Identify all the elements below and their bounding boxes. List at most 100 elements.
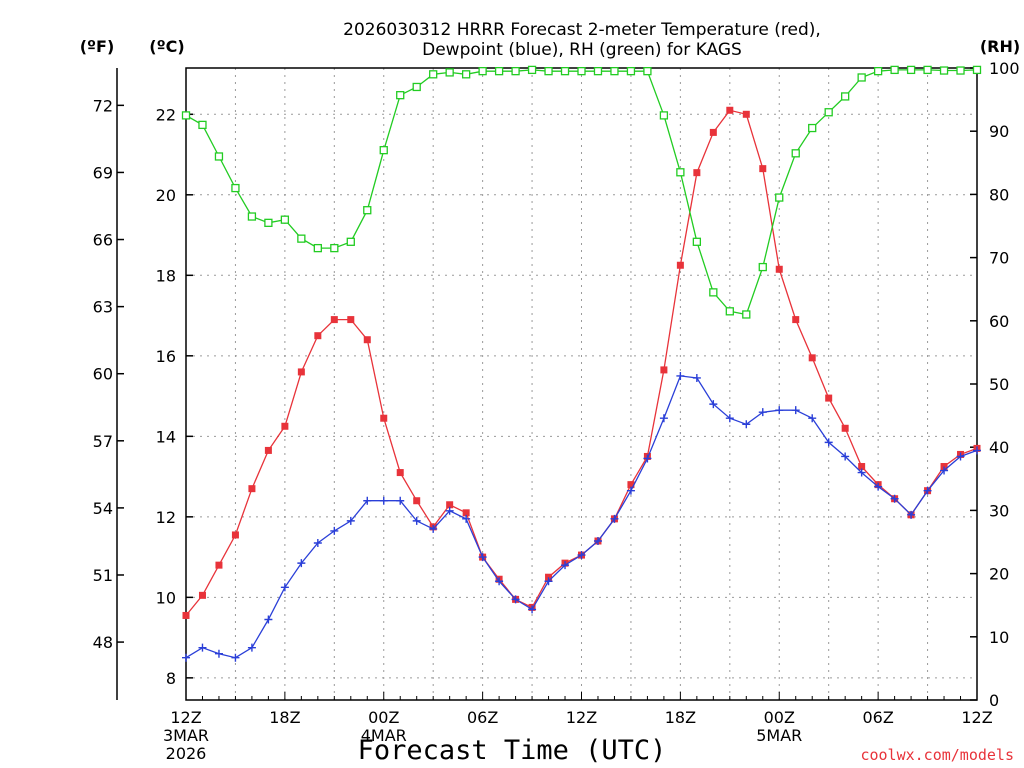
dewpoint-point	[742, 420, 751, 429]
rh-tick-label: 0	[989, 691, 999, 710]
dewpoint-point	[808, 414, 817, 423]
temperature-point	[627, 481, 635, 489]
fahrenheit-tick-label: 54	[93, 499, 113, 518]
temperature-point	[347, 316, 355, 324]
dewpoint-point	[264, 615, 273, 624]
rh-point	[560, 67, 570, 76]
dewpoint-point	[528, 605, 537, 614]
fahrenheit-tick-label: 57	[93, 432, 113, 451]
dewpoint-point	[940, 466, 949, 475]
dewpoint-point	[214, 649, 223, 658]
temperature-point	[775, 265, 783, 273]
dewpoint-point	[709, 400, 718, 409]
rh-point	[214, 152, 224, 161]
rh-point	[264, 218, 273, 227]
temperature-point	[264, 446, 272, 454]
chart-title-line1: 2026030312 HRRR Forecast 2-meter Tempera…	[343, 20, 821, 40]
dewpoint-point	[791, 406, 800, 415]
rh-point	[742, 310, 751, 319]
celsius-tick-label: 16	[156, 347, 176, 366]
celsius-tick-label: 12	[156, 508, 176, 527]
temperature-point	[545, 573, 553, 581]
temperature-point	[314, 332, 322, 340]
rh-point	[791, 149, 800, 158]
rh-tick-label: 90	[989, 122, 1009, 141]
temperature-point	[215, 561, 223, 569]
temperature-point	[380, 414, 388, 422]
dewpoint-point	[396, 496, 405, 505]
rh-point	[709, 288, 718, 297]
x-tick-label: 12Z	[566, 708, 597, 727]
temperature-point	[825, 394, 833, 402]
x-tick-date-label: 4MAR	[361, 726, 407, 745]
temperature-point	[297, 368, 305, 376]
dewpoint-point	[890, 494, 899, 503]
dewpoint-point	[857, 468, 866, 477]
temperature-point	[759, 165, 767, 173]
rh-tick-label: 10	[989, 628, 1009, 647]
rh-tick-label: 50	[989, 375, 1009, 394]
fahrenheit-unit-label: (ºF)	[80, 37, 115, 56]
x-tick-label: 18Z	[269, 708, 300, 727]
rh-point	[725, 307, 734, 316]
rh-point	[478, 67, 487, 76]
rh-tick-label: 70	[989, 249, 1009, 268]
rh-point	[412, 82, 421, 92]
dewpoint-point	[824, 438, 833, 447]
temperature-point	[281, 422, 289, 430]
rh-point	[906, 65, 916, 75]
chart-title-line2: Dewpoint (blue), RH (green) for KAGS	[422, 40, 742, 60]
rh-point	[956, 66, 965, 75]
temperature-point	[858, 463, 866, 471]
fahrenheit-tick-label: 51	[93, 566, 113, 585]
x-tick-label: 12Z	[170, 708, 201, 727]
rh-point	[972, 65, 982, 75]
rh-unit-label: (RH)	[980, 37, 1020, 56]
temperature-point	[742, 110, 750, 118]
rh-line	[185, 69, 978, 316]
dewpoint-point	[610, 514, 619, 523]
rh-point	[775, 193, 784, 202]
dewpoint-point	[445, 506, 454, 515]
rh-point	[429, 70, 438, 79]
x-tick-date-label: 5MAR	[756, 726, 802, 745]
celsius-tick-label: 18	[156, 266, 176, 285]
x-tick-label: 12Z	[961, 708, 992, 727]
rh-point	[824, 108, 833, 117]
rh-point	[923, 65, 932, 75]
dewpoint-point	[247, 643, 256, 652]
rh-point	[363, 206, 372, 215]
rh-tick-label: 80	[989, 185, 1009, 204]
dewpoint-point	[280, 583, 289, 592]
rh-point	[181, 111, 191, 120]
rh-point	[297, 234, 306, 243]
dewpoint-point	[231, 653, 240, 662]
rh-point	[198, 120, 207, 130]
temperature-point	[940, 463, 948, 471]
dewpoint-point	[874, 482, 883, 491]
rh-point	[330, 243, 339, 253]
dewpoint-point	[725, 414, 734, 423]
rh-point	[659, 111, 669, 120]
rh-tick-label: 60	[989, 312, 1009, 331]
rh-point	[841, 92, 850, 101]
dewpoint-point	[182, 653, 190, 662]
rh-tick-label: 20	[989, 565, 1009, 584]
celsius-tick-label: 22	[156, 105, 176, 124]
temperature-point	[248, 485, 256, 493]
credit-label: coolwx.com/models	[860, 746, 1014, 764]
dewpoint-point	[330, 526, 339, 535]
rh-point	[593, 67, 603, 76]
rh-point	[544, 67, 553, 76]
temperature-point	[693, 169, 701, 177]
dewpoint-point	[956, 452, 965, 461]
dewpoint-point	[692, 373, 701, 382]
dewpoint-point	[973, 446, 981, 455]
dewpoint-point	[626, 486, 635, 495]
axes: 8 10 12 14 16 18 20 22 48 51 54 57 60 63 66 69 72 0 10 20 30…	[93, 59, 1020, 763]
temperature-point	[231, 531, 239, 539]
dewpoint-point	[363, 496, 372, 505]
temperature-point	[841, 424, 849, 432]
rh-point	[857, 73, 866, 82]
dewpoint-point	[593, 536, 602, 545]
